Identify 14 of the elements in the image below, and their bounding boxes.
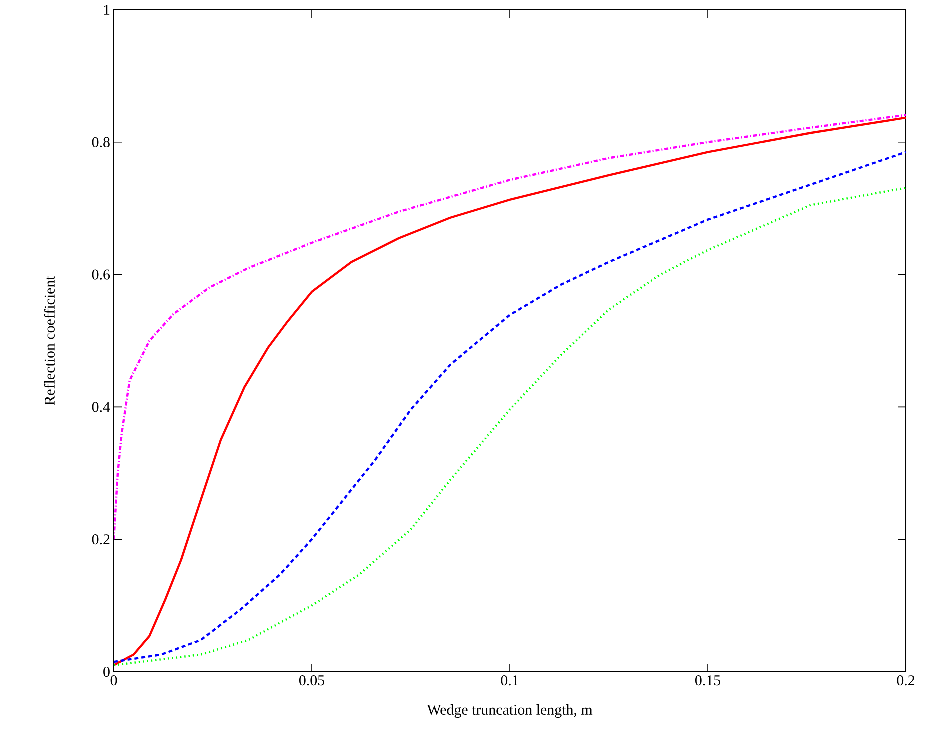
y-tick-label: 0.4 <box>92 402 110 412</box>
x-tick-label: 0.2 <box>897 676 915 686</box>
y-tick-label: 0 <box>104 666 110 678</box>
line-series <box>114 114 906 541</box>
y-tick-label: 1 <box>104 5 110 15</box>
x-axis-title: Wedge truncation length, m <box>427 704 593 718</box>
x-tick-label: 0.15 <box>695 676 720 686</box>
y-tick-label: 0.6 <box>92 270 110 280</box>
x-tick-label: 0.1 <box>501 676 518 686</box>
y-tick-label: 0.8 <box>92 137 110 148</box>
y-axis-title: Reflection coefficient <box>44 276 55 406</box>
x-tick-label: 0 <box>110 676 118 686</box>
x-tick-label: 0.05 <box>299 676 324 686</box>
y-tick-label: 0.2 <box>92 534 110 545</box>
